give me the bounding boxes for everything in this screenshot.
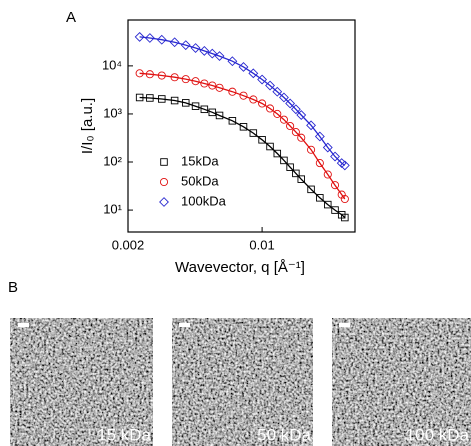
fit-line [139, 72, 346, 200]
micrograph [172, 318, 313, 446]
data-point [191, 77, 200, 86]
data-point [266, 142, 274, 151]
data-point [170, 96, 179, 105]
data-point [190, 43, 201, 53]
y-tick-label: 10² [103, 153, 122, 168]
data-point [297, 133, 306, 142]
data-point [200, 79, 209, 88]
data-point [292, 169, 300, 178]
data-point [134, 31, 145, 42]
micrograph [332, 318, 471, 446]
data-point [265, 104, 275, 113]
data-point [228, 117, 237, 125]
data-point [208, 81, 217, 90]
y-tick-label: 10³ [103, 105, 122, 120]
data-point [265, 80, 275, 91]
y-axis-title: I/I₀ [a.u.] [79, 98, 96, 154]
data-point [181, 99, 190, 107]
image-label: 50 kDa [257, 425, 311, 444]
data-point [239, 123, 248, 131]
legend-marker [159, 177, 169, 187]
data-point [181, 75, 190, 84]
y-tick-label: 10⁴ [102, 57, 122, 72]
data-point [248, 68, 259, 79]
data-point [273, 109, 282, 118]
x-tick-label: 0.01 [249, 237, 274, 252]
data-point [307, 185, 315, 194]
data-point [322, 142, 333, 153]
data-point [156, 34, 167, 45]
data-point [191, 102, 200, 110]
data-point [279, 92, 289, 103]
panel-label: A [66, 9, 76, 26]
data-point [135, 69, 144, 78]
data-point [214, 51, 225, 61]
panel-label: B [8, 279, 18, 296]
data-point [238, 62, 249, 72]
data-point [227, 56, 238, 67]
data-point [286, 121, 295, 131]
data-point [258, 136, 266, 144]
data-point [273, 149, 282, 158]
data-point [285, 98, 296, 109]
data-point [208, 108, 217, 117]
data-point [249, 129, 258, 137]
data-point [341, 213, 349, 222]
data-point [157, 71, 166, 80]
data-point [145, 70, 154, 79]
data-point [291, 128, 300, 137]
legend-label: 15kDa [181, 153, 219, 168]
data-point [306, 120, 316, 131]
data-point [330, 151, 340, 162]
legend-marker [159, 197, 169, 207]
fit-line [139, 96, 346, 218]
data-point [279, 115, 289, 124]
data-point [170, 73, 179, 82]
data-point [316, 194, 324, 202]
legend-marker [160, 158, 168, 166]
legend-label: 100kDa [181, 193, 227, 208]
data-point [272, 86, 283, 97]
data-point [339, 160, 350, 171]
data-point [331, 206, 339, 214]
data-point [315, 159, 324, 168]
data-point [340, 194, 349, 204]
data-point [323, 170, 332, 179]
fit-line [139, 36, 346, 166]
data-point [324, 200, 332, 209]
data-point [207, 48, 218, 59]
x-axis-title: Wavevector, q [Å⁻¹] [175, 259, 305, 276]
image-label: 100 kDa [406, 425, 470, 444]
data-point [330, 181, 340, 190]
data-point [228, 87, 237, 96]
image-label: 15 kDa [97, 425, 151, 444]
plot-frame [127, 19, 356, 233]
data-point [249, 95, 258, 104]
data-point [307, 145, 316, 154]
data-point [200, 105, 209, 114]
data-point [135, 93, 144, 102]
legend-label: 50kDa [181, 173, 219, 188]
data-point [158, 95, 166, 103]
data-point [180, 40, 191, 51]
data-point [286, 163, 294, 171]
data-point [257, 74, 268, 85]
data-point [280, 156, 288, 165]
data-point [258, 99, 267, 108]
micrograph [10, 318, 153, 446]
data-point [169, 37, 180, 48]
data-point [144, 33, 155, 43]
data-point [297, 175, 305, 183]
data-point [215, 83, 224, 92]
data-point [146, 94, 154, 102]
data-point [199, 45, 210, 56]
data-point [290, 104, 301, 115]
y-tick-label: 10¹ [103, 202, 122, 217]
data-point [239, 91, 248, 100]
data-point [215, 111, 224, 120]
data-point [314, 131, 325, 142]
data-point [296, 110, 307, 120]
x-tick-label: 0.002 [112, 237, 145, 252]
